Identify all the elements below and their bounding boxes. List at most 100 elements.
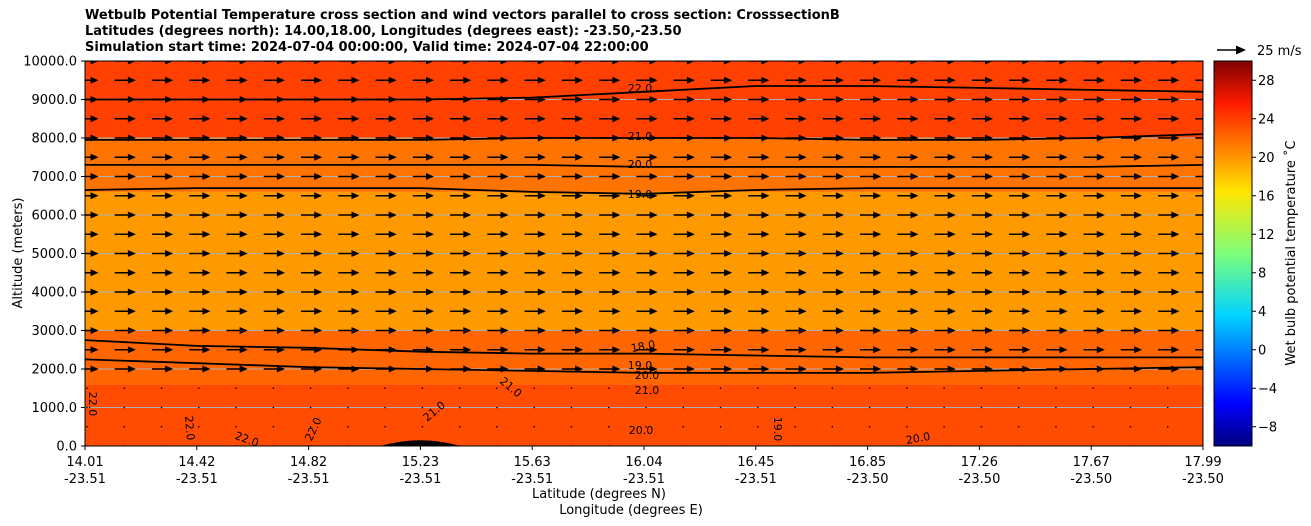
wind-vector	[263, 192, 285, 200]
wind-vector	[636, 61, 658, 65]
wind-vector	[934, 230, 956, 238]
contour-label: 19.0	[628, 188, 653, 201]
wind-vector	[561, 134, 584, 142]
wind-vector	[524, 173, 546, 180]
wind-vector	[719, 426, 722, 428]
wind-vector	[189, 269, 211, 277]
wind-vector	[570, 426, 573, 428]
wind-vector	[421, 387, 424, 389]
y-axis-label: Altitude (meters)	[11, 198, 26, 309]
wind-vector	[301, 346, 323, 354]
wind-vector	[375, 192, 397, 200]
wind-vector	[1120, 76, 1143, 84]
wind-vector	[673, 192, 695, 200]
wind-vector	[599, 288, 621, 296]
wind-vector	[934, 346, 956, 354]
y-tick-label: 3000.0	[32, 324, 78, 339]
wind-vector	[599, 230, 621, 238]
wind-vector	[1158, 192, 1180, 200]
wind-vector	[1120, 269, 1143, 277]
wind-vector	[673, 250, 695, 257]
colorbar-tick-label: 16	[1258, 189, 1275, 204]
wind-vector	[860, 230, 882, 238]
wind-vector	[412, 269, 434, 277]
wind-vector	[384, 426, 386, 428]
wind-vector	[1120, 230, 1143, 238]
wind-vector	[636, 307, 658, 315]
wind-vector	[645, 426, 647, 428]
wind-vector	[1204, 388, 1205, 389]
wind-vector	[636, 153, 658, 161]
wind-vector	[1120, 365, 1143, 373]
wind-vector	[85, 307, 99, 315]
wind-vector	[710, 76, 733, 84]
wind-vector	[561, 76, 584, 84]
wind-vector	[487, 76, 509, 84]
wind-vector	[412, 288, 434, 296]
x-tick-lon-label: -23.51	[176, 472, 218, 487]
wind-vector	[412, 307, 434, 315]
wind-vector	[1204, 426, 1205, 427]
wind-vector	[636, 327, 658, 334]
wind-vector	[822, 173, 844, 180]
wind-vector	[561, 288, 584, 296]
wind-vector	[1009, 365, 1031, 373]
wind-vector	[1120, 115, 1143, 123]
wind-vector	[906, 406, 908, 409]
wind-vector	[897, 230, 919, 238]
wind-vector	[151, 61, 174, 65]
wind-vector	[487, 192, 509, 200]
x-tick-lon-label: -23.51	[288, 472, 330, 487]
wind-vector	[860, 134, 882, 142]
wind-vector	[1158, 365, 1180, 373]
wind-vector	[561, 307, 584, 315]
wind-vector	[85, 134, 99, 142]
wind-vector	[226, 327, 248, 334]
wind-vector	[785, 76, 807, 84]
wind-vector	[1046, 250, 1068, 257]
wind-vector	[831, 406, 834, 409]
wind-vector	[375, 230, 397, 238]
wind-vector	[971, 365, 993, 373]
wind-vector	[1055, 426, 1057, 428]
contour-label: 19.0	[771, 417, 784, 442]
wind-vector	[980, 406, 983, 409]
wind-vector	[748, 269, 770, 277]
wind-vector	[263, 327, 285, 334]
wind-vector	[189, 230, 211, 238]
wind-vector	[412, 250, 434, 257]
wind-vector	[822, 269, 844, 277]
wind-vector	[636, 269, 658, 277]
wind-vector	[934, 153, 956, 161]
wind-vector	[524, 365, 546, 373]
wind-vector	[384, 406, 386, 409]
wind-vector	[636, 230, 658, 238]
wind-vector	[822, 153, 844, 161]
wind-vector	[458, 406, 461, 409]
wind-vector	[1129, 387, 1132, 389]
wind-vector	[412, 365, 434, 373]
wind-vector	[412, 61, 434, 65]
wind-vector	[301, 173, 323, 180]
shading-band-2	[85, 191, 1203, 331]
wind-vector	[189, 61, 211, 65]
quiver-key-label: 25 m/s	[1257, 44, 1302, 59]
wind-vector	[822, 76, 844, 84]
wind-vector	[114, 134, 136, 142]
wind-vector	[971, 76, 993, 84]
y-tick-label: 5000.0	[32, 247, 78, 262]
wind-vector	[189, 307, 211, 315]
wind-vector	[636, 173, 658, 180]
wind-vector	[1017, 387, 1020, 389]
wind-vector	[375, 365, 397, 373]
x-tick-lon-label: -23.50	[958, 472, 1000, 487]
wind-vector	[226, 96, 248, 103]
wind-vector	[785, 288, 807, 296]
wind-vector	[860, 307, 882, 315]
wind-vector	[1017, 426, 1020, 428]
wind-vector	[673, 230, 695, 238]
wind-vector	[151, 230, 174, 238]
wind-vector	[608, 426, 610, 428]
wind-vector	[1009, 61, 1031, 65]
wind-vector	[301, 307, 323, 315]
